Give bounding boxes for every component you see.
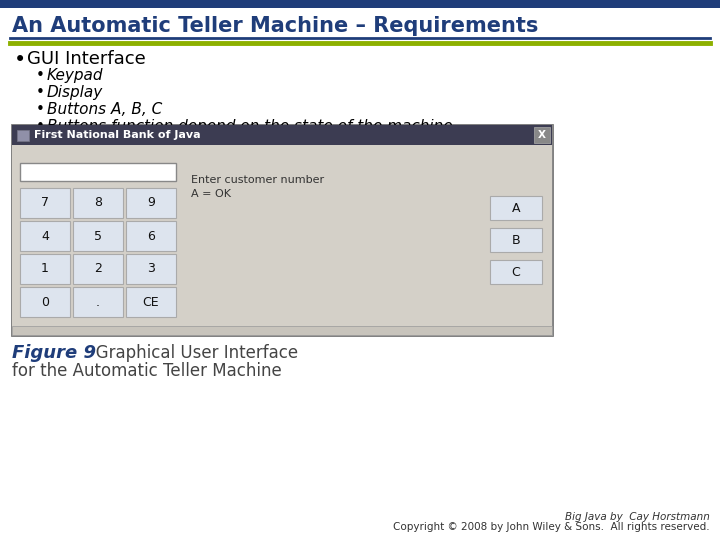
Text: •: • bbox=[36, 68, 45, 83]
Text: Buttons function depend on the state of the machine: Buttons function depend on the state of … bbox=[47, 119, 453, 134]
Bar bbox=[0, 0, 720, 8]
Text: •: • bbox=[36, 102, 45, 117]
Text: C: C bbox=[512, 266, 521, 279]
Bar bbox=[534, 127, 550, 143]
Text: 8: 8 bbox=[94, 197, 102, 210]
Text: An Automatic Teller Machine – Requirements: An Automatic Teller Machine – Requiremen… bbox=[12, 16, 539, 36]
Bar bbox=[12, 145, 552, 335]
Bar bbox=[73, 221, 123, 251]
Text: •: • bbox=[36, 85, 45, 100]
Bar bbox=[11, 124, 553, 336]
Text: Graphical User Interface: Graphical User Interface bbox=[80, 344, 298, 362]
Bar bbox=[20, 221, 70, 251]
Bar bbox=[20, 163, 176, 181]
Bar bbox=[20, 188, 70, 218]
Text: •: • bbox=[36, 119, 45, 134]
Bar bbox=[73, 287, 123, 317]
Bar bbox=[490, 260, 542, 284]
Text: X: X bbox=[538, 130, 546, 140]
Text: 3: 3 bbox=[147, 262, 155, 275]
Text: Keypad: Keypad bbox=[47, 68, 104, 83]
Text: Display: Display bbox=[47, 85, 103, 100]
Bar bbox=[490, 228, 542, 252]
Text: First National Bank of Java: First National Bank of Java bbox=[34, 130, 201, 140]
Text: 2: 2 bbox=[94, 262, 102, 275]
Text: 9: 9 bbox=[147, 197, 155, 210]
Bar bbox=[126, 188, 176, 218]
Text: Copyright © 2008 by John Wiley & Sons.  All rights reserved.: Copyright © 2008 by John Wiley & Sons. A… bbox=[393, 522, 710, 532]
Text: 4: 4 bbox=[41, 230, 49, 242]
Bar bbox=[126, 254, 176, 284]
Text: 0: 0 bbox=[41, 295, 49, 308]
Text: Big Java by  Cay Horstmann: Big Java by Cay Horstmann bbox=[565, 512, 710, 522]
Text: GUI Interface: GUI Interface bbox=[27, 50, 145, 68]
Text: Enter customer number: Enter customer number bbox=[191, 175, 324, 185]
Text: Figure 9: Figure 9 bbox=[12, 344, 96, 362]
Text: Buttons A, B, C: Buttons A, B, C bbox=[47, 102, 162, 117]
Bar bbox=[20, 254, 70, 284]
Text: A = OK: A = OK bbox=[191, 189, 231, 199]
Text: for the Automatic Teller Machine: for the Automatic Teller Machine bbox=[12, 362, 282, 380]
Bar bbox=[12, 125, 552, 145]
Text: CE: CE bbox=[143, 295, 159, 308]
Bar bbox=[12, 326, 552, 335]
Text: 7: 7 bbox=[41, 197, 49, 210]
Text: .: . bbox=[96, 295, 100, 308]
Bar bbox=[20, 287, 70, 317]
Bar bbox=[126, 221, 176, 251]
Bar bbox=[17, 130, 29, 141]
Bar bbox=[73, 254, 123, 284]
Bar bbox=[490, 196, 542, 220]
Text: A: A bbox=[512, 201, 521, 214]
Bar bbox=[73, 188, 123, 218]
Text: 5: 5 bbox=[94, 230, 102, 242]
Text: 6: 6 bbox=[147, 230, 155, 242]
Text: 1: 1 bbox=[41, 262, 49, 275]
Bar bbox=[126, 287, 176, 317]
Text: B: B bbox=[512, 233, 521, 246]
Text: •: • bbox=[14, 50, 26, 70]
